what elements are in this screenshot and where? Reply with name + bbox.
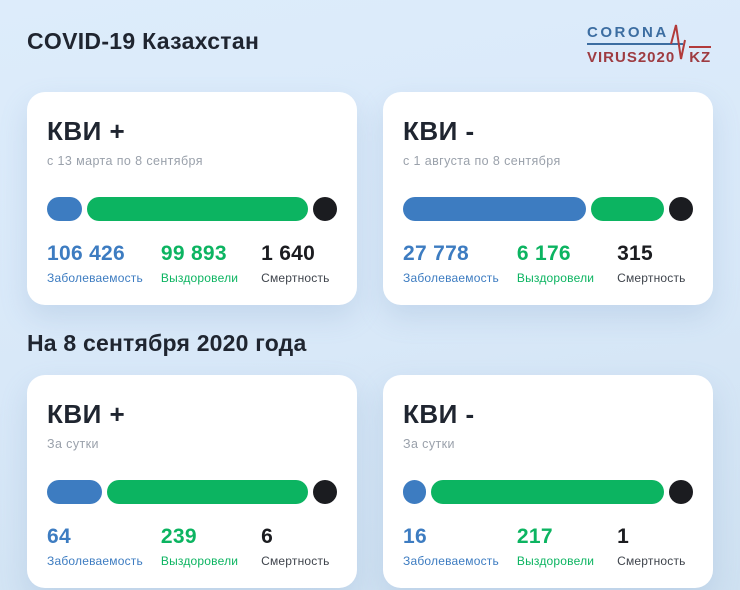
deaths-label: Смертность: [617, 554, 686, 568]
stacked-bar: [403, 480, 693, 504]
page-title: COVID-19 Казахстан: [27, 28, 260, 54]
logo-second-line: VIRUS2020 KZ: [587, 46, 713, 66]
deaths-label: Смертность: [617, 271, 686, 285]
recovered-stat: 6 176 Выздоровели: [517, 242, 617, 285]
deaths-stat: 1 Смертность: [617, 525, 693, 568]
deaths-label: Смертность: [261, 271, 330, 285]
page-header: COVID-19 Казахстан CORONA VIRUS2020 KZ: [27, 22, 713, 72]
cases-stat: 16 Заболеваемость: [403, 525, 517, 568]
cases-label: Заболеваемость: [403, 554, 499, 568]
card-kvi-minus-cumulative: КВИ - с 1 августа по 8 сентября 27 778 З…: [383, 92, 713, 305]
heartbeat-pulse-icon: [670, 24, 686, 60]
bar-dot-deaths: [313, 480, 337, 504]
cases-label: Заболеваемость: [403, 271, 499, 285]
card-subtitle: с 13 марта по 8 сентября: [47, 154, 203, 168]
stacked-bar: [47, 197, 337, 221]
bar-dot-deaths: [669, 480, 693, 504]
cases-stat: 64 Заболеваемость: [47, 525, 161, 568]
deaths-count: 315: [617, 242, 654, 265]
deaths-count: 1 640: [261, 242, 316, 265]
logo-virus2020-text: VIRUS2020: [587, 49, 676, 66]
recovered-stat: 239 Выздоровели: [161, 525, 261, 568]
recovered-label: Выздоровели: [160, 554, 239, 568]
logo-kz-text: KZ: [689, 46, 712, 66]
deaths-stat: 315 Смертность: [617, 242, 693, 285]
deaths-stat: 1 640 Смертность: [261, 242, 337, 285]
stats-row: 106 426 Заболеваемость 99 893 Выздоровел…: [47, 242, 337, 285]
bar-segment-recovered: [86, 197, 308, 221]
bar-segment-recovered: [107, 480, 308, 504]
cases-stat: 27 778 Заболеваемость: [403, 242, 517, 285]
recovered-stat: 217 Выздоровели: [517, 525, 617, 568]
card-kvi-plus-cumulative: КВИ + с 13 марта по 8 сентября 106 426 З…: [27, 92, 357, 305]
cases-stat: 106 426 Заболеваемость: [47, 242, 161, 285]
card-subtitle: За сутки: [47, 437, 99, 451]
card-subtitle: За сутки: [403, 437, 455, 451]
recovered-label: Выздоровели: [516, 554, 595, 568]
cases-count: 27 778: [403, 242, 470, 265]
deaths-count: 1: [617, 525, 630, 548]
stats-row: 64 Заболеваемость 239 Выздоровели 6 Смер…: [47, 525, 337, 568]
bar-segment-cases: [47, 197, 82, 221]
card-title: КВИ -: [403, 116, 475, 146]
stats-row: 27 778 Заболеваемость 6 176 Выздоровели …: [403, 242, 693, 285]
cases-label: Заболеваемость: [47, 554, 143, 568]
date-section-title: На 8 сентября 2020 года: [27, 330, 307, 356]
recovered-label: Выздоровели: [516, 271, 595, 285]
daily-stats-row: КВИ + За сутки 64 Заболеваемость 239 Выз…: [27, 375, 713, 588]
logo-corona-text: CORONA: [587, 24, 683, 45]
cases-count: 64: [47, 525, 71, 548]
deaths-label: Смертность: [261, 554, 330, 568]
bar-segment-cases: [403, 197, 586, 221]
card-title: КВИ -: [403, 399, 475, 429]
card-title: КВИ +: [47, 116, 126, 146]
recovered-label: Выздоровели: [160, 271, 239, 285]
card-subtitle: с 1 августа по 8 сентября: [403, 154, 561, 168]
cases-count: 106 426: [47, 242, 126, 265]
cases-count: 16: [403, 525, 427, 548]
recovered-stat: 99 893 Выздоровели: [161, 242, 261, 285]
coronavirus2020kz-logo[interactable]: CORONA VIRUS2020 KZ: [587, 22, 713, 66]
recovered-count: 99 893: [160, 242, 227, 265]
cumulative-stats-row: КВИ + с 13 марта по 8 сентября 106 426 З…: [27, 92, 713, 305]
bar-dot-deaths: [313, 197, 337, 221]
stacked-bar: [403, 197, 693, 221]
bar-segment-recovered: [431, 480, 664, 504]
card-kvi-plus-daily: КВИ + За сутки 64 Заболеваемость 239 Выз…: [27, 375, 357, 588]
recovered-count: 6 176: [516, 242, 571, 265]
cases-label: Заболеваемость: [47, 271, 143, 285]
deaths-count: 6: [261, 525, 274, 548]
stacked-bar: [47, 480, 337, 504]
deaths-stat: 6 Смертность: [261, 525, 337, 568]
bar-segment-recovered: [590, 197, 664, 221]
bar-segment-cases: [47, 480, 103, 504]
recovered-count: 239: [160, 525, 197, 548]
bar-segment-cases: [403, 480, 427, 504]
stats-row: 16 Заболеваемость 217 Выздоровели 1 Смер…: [403, 525, 693, 568]
card-kvi-minus-daily: КВИ - За сутки 16 Заболеваемость 217 Выз…: [383, 375, 713, 588]
card-title: КВИ +: [47, 399, 126, 429]
recovered-count: 217: [516, 525, 553, 548]
bar-dot-deaths: [669, 197, 693, 221]
